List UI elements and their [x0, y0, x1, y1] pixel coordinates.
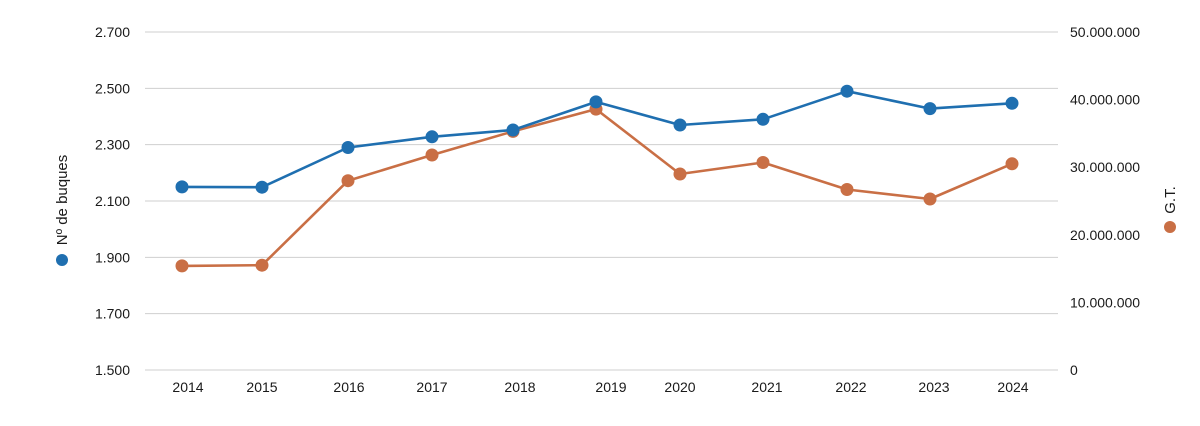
data-point: [341, 141, 355, 154]
x-tick-label: 2021: [751, 379, 782, 395]
data-point: [1005, 96, 1019, 110]
series: [175, 84, 1019, 273]
right-tick-label: 40.000.000: [1070, 92, 1140, 108]
series-gt: [175, 102, 1019, 273]
left-tick-label: 1.500: [95, 362, 130, 378]
data-point: [425, 130, 439, 144]
data-point: [673, 118, 687, 132]
series-buques: [175, 84, 1019, 194]
x-tick-label: 2024: [997, 379, 1028, 395]
left-axis-label-text: Nº de buques: [54, 155, 71, 246]
left-tick-label: 2.100: [95, 193, 130, 209]
right-axis-label: G.T.: [1162, 186, 1179, 214]
data-point: [506, 123, 520, 137]
right-axis-ticks: 0 10.000.000 20.000.000 30.000.000 40.000.00…: [1070, 24, 1140, 378]
x-tick-label: 2015: [246, 379, 277, 395]
right-axis-legend-marker: [1164, 221, 1176, 233]
x-tick-label: 2016: [333, 379, 364, 395]
left-axis-ticks: 1.500 1.700 1.900 2.100 2.300 2.500 2.700: [95, 24, 130, 378]
left-axis-label: Nº de buques: [54, 155, 71, 246]
left-tick-label: 2.500: [95, 80, 130, 96]
right-tick-label: 30.000.000: [1070, 159, 1140, 175]
data-point: [673, 167, 687, 181]
left-tick-label: 1.700: [95, 306, 130, 322]
right-axis-label-text: G.T.: [1162, 186, 1179, 214]
data-point: [840, 84, 854, 98]
right-tick-label: 20.000.000: [1070, 227, 1140, 243]
data-point: [589, 95, 603, 109]
x-tick-label: 2020: [664, 379, 695, 395]
data-point: [255, 258, 269, 272]
x-axis-ticks: 2014 2015 2016 2017 2018 2019 2020 2021 2022 2023…: [172, 379, 1028, 395]
right-tick-label: 0: [1070, 362, 1078, 378]
left-tick-label: 1.900: [95, 249, 130, 265]
data-point: [923, 192, 937, 206]
data-point: [255, 180, 269, 194]
gridlines: [145, 31, 1058, 371]
x-tick-label: 2017: [416, 379, 447, 395]
right-tick-label: 50.000.000: [1070, 24, 1140, 40]
data-point: [756, 112, 770, 126]
x-tick-label: 2018: [504, 379, 535, 395]
x-tick-label: 2023: [918, 379, 949, 395]
left-tick-label: 2.300: [95, 137, 130, 153]
data-point: [175, 259, 189, 273]
x-tick-label: 2019: [595, 379, 626, 395]
data-point: [923, 102, 937, 116]
data-point: [840, 183, 854, 196]
data-point: [425, 148, 439, 162]
data-point: [1005, 157, 1019, 171]
series-line: [181, 107, 1013, 268]
data-point: [175, 180, 189, 194]
x-tick-label: 2014: [172, 379, 203, 395]
right-tick-label: 10.000.000: [1070, 294, 1140, 310]
left-tick-label: 2.700: [95, 24, 130, 40]
data-point: [756, 156, 770, 169]
left-axis-legend-marker: [56, 254, 68, 266]
data-point: [341, 174, 355, 188]
x-tick-label: 2022: [835, 379, 866, 395]
